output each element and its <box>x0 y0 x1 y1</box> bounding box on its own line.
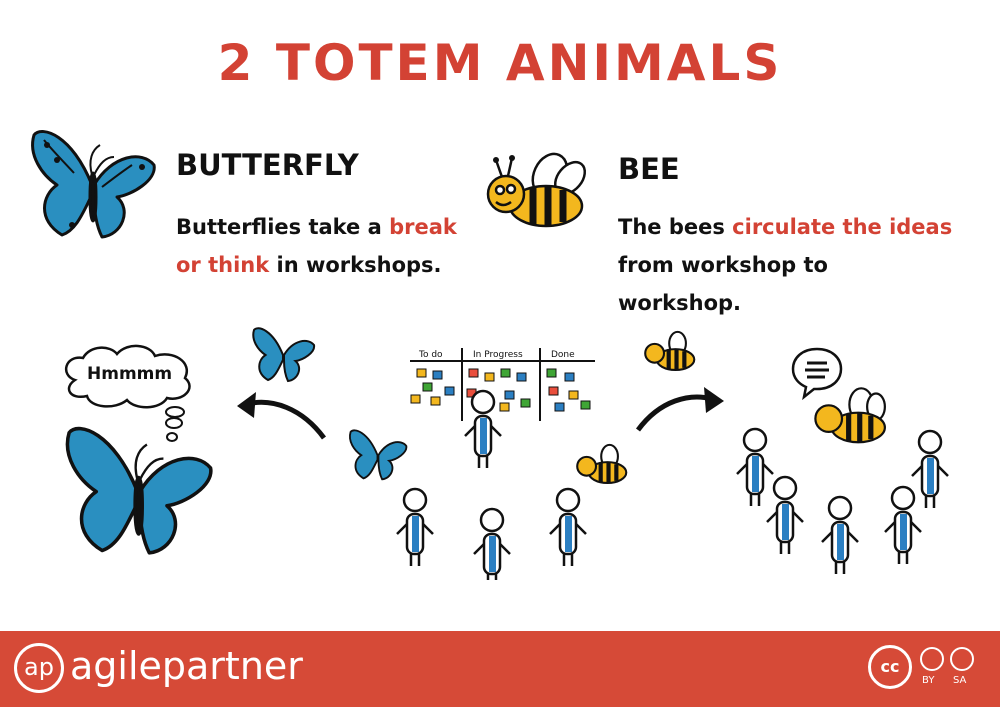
thought-bubble: Hmmmm <box>55 340 205 420</box>
page-title: 2 TOTEM ANIMALS <box>217 34 783 92</box>
butterfly-icon <box>22 125 162 255</box>
cc-icon: cc <box>868 645 912 689</box>
sa-icon <box>950 647 974 671</box>
arrow-right-icon <box>630 375 730 440</box>
footer-bar: ap agilepartner cc BY SA <box>0 631 1000 707</box>
bee-heading: BEE <box>618 152 680 186</box>
bee-description: The bees circulate the ideas from worksh… <box>618 215 953 315</box>
butterfly-small-icon <box>248 325 318 390</box>
bee-medium-icon <box>808 385 893 450</box>
butterfly-small-icon <box>345 425 410 490</box>
by-icon <box>920 647 944 671</box>
thought-dots <box>162 415 192 445</box>
brand-logo-mark[interactable]: ap <box>14 643 64 693</box>
kanban-board: To do In Progress Done <box>405 343 600 423</box>
butterfly-description: Butterflies take a break or think in wor… <box>176 215 457 277</box>
butterfly-large-icon <box>55 415 220 580</box>
arrow-left-icon <box>232 378 332 448</box>
bee-icon <box>478 150 593 235</box>
board-column-todo: To do <box>418 350 443 360</box>
board-column-in-progress: In Progress <box>473 350 523 360</box>
license-sa-label: SA <box>953 675 967 686</box>
bee-small-icon <box>640 330 700 375</box>
brand-logo-text: ap <box>24 653 54 681</box>
speech-bubble-icon <box>790 345 845 401</box>
cc-license-badge[interactable]: cc BY SA <box>868 645 983 695</box>
license-by-label: BY <box>922 675 935 686</box>
board-column-done: Done <box>551 350 575 360</box>
butterfly-heading: BUTTERFLY <box>176 148 359 182</box>
bee-small-icon <box>572 443 632 488</box>
thought-bubble-text: Hmmmm <box>87 364 173 384</box>
brand-name[interactable]: agilepartner <box>70 644 303 688</box>
